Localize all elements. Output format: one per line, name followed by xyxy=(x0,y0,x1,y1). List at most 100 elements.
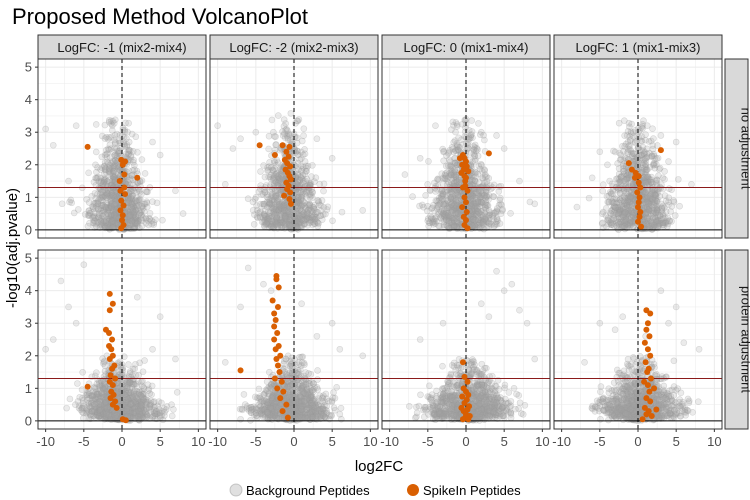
background-peptide-point xyxy=(649,125,656,133)
background-peptide-point xyxy=(128,203,135,211)
background-peptide-point xyxy=(151,410,158,417)
background-peptide-point xyxy=(99,201,107,209)
spikein-peptide-point xyxy=(463,174,469,181)
background-peptide-point xyxy=(156,409,164,417)
background-peptide-point xyxy=(103,218,111,225)
spikein-peptide-point xyxy=(465,168,472,175)
background-peptide-point xyxy=(432,122,439,130)
background-peptide-point xyxy=(298,137,306,145)
background-peptide-point xyxy=(91,400,98,408)
background-peptide-point xyxy=(98,207,105,214)
background-peptide-point xyxy=(99,219,106,227)
spikein-peptide-point xyxy=(84,383,91,390)
background-peptide-point xyxy=(314,367,321,374)
background-peptide-point xyxy=(103,199,110,207)
chart-title: Proposed Method VolcanoPlot xyxy=(12,4,308,29)
spikein-peptide-point xyxy=(271,152,278,159)
background-peptide-point xyxy=(74,380,81,387)
background-peptide-point xyxy=(531,200,539,208)
background-peptide-point xyxy=(130,187,138,195)
background-peptide-point xyxy=(428,214,435,221)
background-peptide-point xyxy=(138,409,146,417)
background-peptide-point xyxy=(496,194,504,202)
background-peptide-point xyxy=(277,171,285,179)
background-peptide-point xyxy=(648,179,656,186)
background-peptide-point xyxy=(136,187,143,194)
background-peptide-point xyxy=(261,189,269,196)
background-peptide-point xyxy=(85,212,93,220)
background-peptide-point xyxy=(670,197,677,204)
background-peptide-point xyxy=(127,196,135,203)
background-peptide-point xyxy=(621,154,629,162)
background-peptide-point xyxy=(87,209,94,217)
background-peptide-point xyxy=(306,193,314,201)
background-peptide-point xyxy=(268,116,276,124)
background-peptide-point xyxy=(611,148,619,156)
background-peptide-point xyxy=(507,210,514,217)
background-peptide-point xyxy=(109,192,117,200)
background-peptide-point xyxy=(229,145,237,152)
background-peptide-point xyxy=(294,147,301,155)
background-peptide-point xyxy=(131,209,138,216)
background-peptide-point xyxy=(110,168,118,175)
background-peptide-point xyxy=(141,170,149,177)
background-peptide-point xyxy=(100,193,107,201)
background-peptide-point xyxy=(261,222,268,229)
background-peptide-point xyxy=(621,117,628,124)
background-peptide-point xyxy=(659,185,667,193)
background-peptide-point xyxy=(622,182,630,190)
background-peptide-point xyxy=(158,399,165,407)
background-peptide-point xyxy=(650,161,657,169)
x-tick-label: 10 xyxy=(191,434,205,449)
spikein-peptide-point xyxy=(281,192,288,199)
background-peptide-point xyxy=(58,200,66,208)
background-peptide-point xyxy=(139,204,147,212)
spikein-peptide-point xyxy=(279,142,286,149)
facet-panel-r1-c2 xyxy=(209,58,379,239)
background-peptide-point xyxy=(451,160,458,167)
background-peptide-point xyxy=(133,167,141,175)
background-peptide-point xyxy=(91,214,99,222)
background-peptide-point xyxy=(121,143,129,151)
background-peptide-point xyxy=(159,216,166,224)
background-peptide-point xyxy=(107,198,115,205)
background-peptide-point xyxy=(42,345,49,353)
background-peptide-point xyxy=(401,171,409,178)
background-peptide-point xyxy=(419,201,426,209)
background-peptide-point xyxy=(131,414,138,422)
background-peptide-point xyxy=(112,160,119,167)
background-peptide-point xyxy=(168,401,175,408)
background-peptide-point xyxy=(661,192,669,199)
background-peptide-point xyxy=(450,180,458,187)
background-peptide-point xyxy=(109,171,116,179)
background-peptide-point xyxy=(102,211,109,218)
spikein-peptide-point xyxy=(463,199,469,206)
background-peptide-point xyxy=(83,195,90,203)
spikein-peptide-point xyxy=(121,171,128,178)
background-peptide-point xyxy=(123,141,131,149)
background-peptide-point xyxy=(127,208,134,216)
background-peptide-point xyxy=(439,191,447,198)
background-peptide-point xyxy=(110,201,118,208)
background-peptide-point xyxy=(329,217,336,225)
background-peptide-point xyxy=(104,206,112,213)
background-peptide-point xyxy=(91,224,98,231)
background-peptide-point xyxy=(280,116,288,123)
background-peptide-point xyxy=(240,391,248,398)
background-peptide-point xyxy=(284,208,292,215)
background-peptide-point xyxy=(604,161,611,169)
background-peptide-point xyxy=(133,388,141,395)
background-peptide-point xyxy=(138,190,145,198)
background-peptide-point xyxy=(173,388,181,396)
background-peptide-point xyxy=(104,224,112,231)
background-peptide-point xyxy=(671,212,679,219)
background-peptide-point xyxy=(108,196,115,204)
background-peptide-point xyxy=(459,120,466,128)
background-peptide-point xyxy=(90,384,98,392)
facet-panel-r2-c2: -10 -5 0 5 10 xyxy=(208,249,379,449)
spikein-peptide-point xyxy=(113,404,120,411)
background-peptide-point xyxy=(92,181,100,189)
background-peptide-point xyxy=(102,175,109,183)
y-tick-label: 5 xyxy=(25,60,32,75)
